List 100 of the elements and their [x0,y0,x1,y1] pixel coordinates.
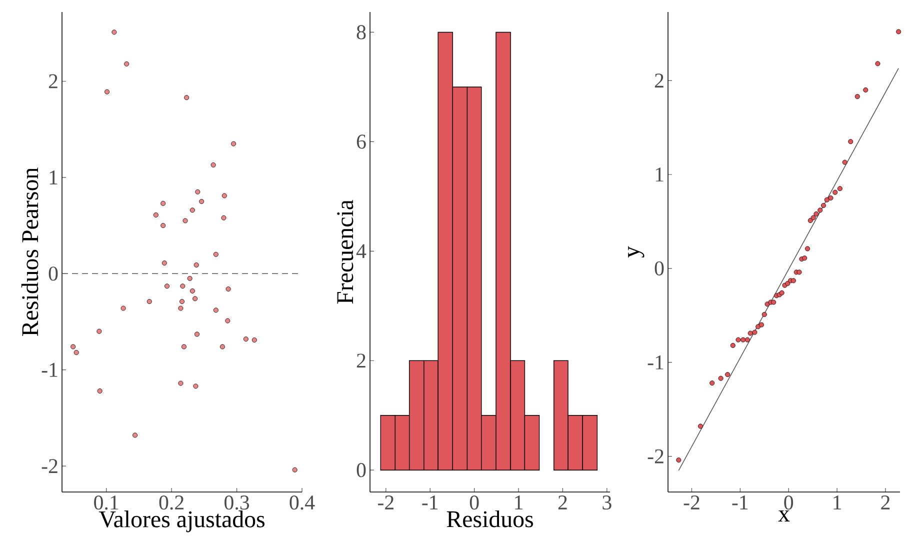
x-tick-label: 1 [834,496,842,510]
point [210,162,216,168]
point [74,350,79,356]
point [146,299,152,304]
y-tick-label: 2 [356,354,366,368]
point [70,344,76,350]
point [896,29,902,34]
x-axis-title: Valores ajustados [98,510,264,532]
point [96,328,102,334]
point [184,95,190,100]
x-tick-label: 0.3 [224,496,250,510]
x-tick-label: 0.4 [290,496,315,510]
point [814,211,819,216]
point [748,330,753,336]
point [698,424,703,429]
point [744,337,750,342]
point [252,338,257,342]
y-tick-label: 2 [48,74,58,88]
point [848,139,854,144]
y-axis-title: y [628,246,644,258]
x-tick-label: 3 [602,495,612,510]
x-tick-label: -1 [732,496,748,510]
point [190,288,195,294]
point [875,61,880,66]
x-axis-title: x [778,510,790,522]
point [120,306,126,311]
y-tick-label: 0 [356,463,366,478]
point [195,189,200,194]
y-tick-label: -1 [648,355,664,370]
point [785,280,790,286]
y-tick-label: 1 [656,168,664,182]
x-tick-label: 0.1 [94,496,118,510]
point [824,197,830,202]
point [222,193,227,198]
x-tick-label: -1 [422,496,438,510]
x-tick-label: 0.2 [159,496,184,510]
point [124,61,130,66]
point [676,458,682,463]
point [153,212,158,218]
point [225,318,230,324]
point [718,376,724,381]
point [725,372,730,378]
point [762,312,767,317]
point [796,270,802,275]
point [132,432,138,438]
point [854,94,860,100]
point [187,276,192,281]
y-tick-label: 1 [50,170,58,184]
point [112,30,117,35]
y-tick-label: 8 [356,25,366,40]
point [194,332,200,337]
point [221,215,226,220]
point [736,337,741,342]
x-tick-label: -2 [378,495,394,510]
point [97,388,102,394]
point [828,195,834,200]
x-tick-label: 2 [881,496,890,510]
point [863,87,868,92]
point [160,223,166,228]
point [164,284,170,289]
point [194,262,199,268]
point [190,208,195,213]
point [730,342,736,348]
point [790,278,796,284]
point [771,300,776,305]
point [805,246,810,252]
point [162,260,167,266]
point [818,208,823,213]
point [231,141,236,146]
point [292,467,298,472]
x-axis-title: Residuos [446,510,533,528]
y-tick-label: -2 [42,459,58,473]
y-axis-title: Residuos Pearson [21,168,38,336]
point [160,200,166,206]
x-tick-label: 0 [784,496,794,510]
y-tick-label: 0 [654,261,664,276]
point [842,160,848,165]
point [178,306,184,311]
point [820,202,826,208]
y-tick-label: 4 [356,244,366,258]
point [180,284,186,289]
x-tick-label: 2 [558,495,567,510]
point [199,198,204,204]
point [193,384,198,389]
point [752,330,758,335]
point [243,336,248,342]
y-tick-label: 6 [356,134,366,149]
point [710,380,715,386]
point [182,218,188,224]
point [802,256,808,261]
point [180,299,185,304]
point [740,337,746,342]
point [226,286,231,292]
point [192,296,198,302]
point [178,380,184,386]
x-tick-label: 1 [515,496,522,510]
x-tick-label: -2 [684,496,700,510]
x-tick-label: 0 [470,496,479,510]
point [213,308,218,313]
y-tick-label: 0 [48,266,58,281]
